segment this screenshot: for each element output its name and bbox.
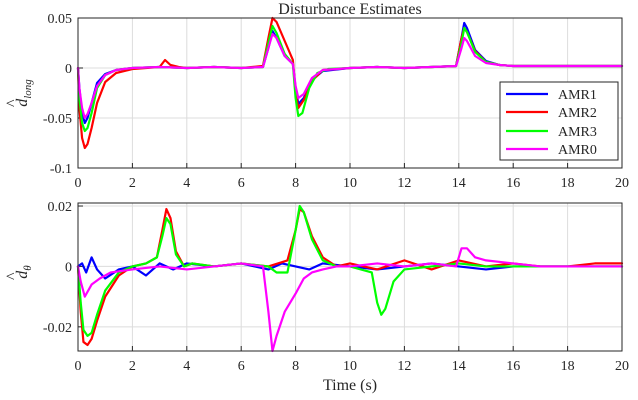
x-tick-label: 18 — [561, 176, 575, 191]
x-tick-label: 6 — [238, 359, 245, 374]
axes-border-top — [77, 17, 623, 169]
legend-label-amr2: AMR2 — [558, 106, 597, 121]
chart-title: Disturbance Estimates — [278, 1, 422, 18]
x-tick-label: 10 — [343, 359, 357, 374]
y-tick-label: 0 — [65, 260, 72, 275]
y-axis-label-sub-bottom: θ — [22, 265, 34, 271]
x-tick-label: 18 — [561, 359, 575, 374]
x-tick-label: 16 — [506, 359, 520, 374]
x-tick-label: 8 — [292, 176, 299, 191]
legend-label-amr3: AMR3 — [558, 125, 597, 140]
panel-heading: 0 2 4 6 8 10 12 14 16 18 20 -0.02 0 0.02 dθ ^ Time (… — [4, 200, 629, 394]
svg-text:dlong: dlong — [14, 79, 34, 107]
x-tick-label: 20 — [615, 176, 629, 191]
hat-accent-top: ^ — [4, 99, 21, 107]
x-tick-label: 6 — [238, 176, 245, 191]
x-axis-label: Time (s) — [323, 377, 377, 394]
x-tick-label: 4 — [183, 359, 190, 374]
x-tick-label: 2 — [129, 176, 136, 191]
x-tick-label: 0 — [75, 359, 82, 374]
x-tick-label: 14 — [452, 359, 466, 374]
series-line-amr0-top — [76, 32, 624, 120]
axes-border-bottom — [77, 202, 623, 352]
y-tick-label: -0.05 — [43, 112, 72, 127]
y-tick-label: -0.1 — [50, 162, 72, 177]
svg-text:dθ: dθ — [14, 265, 34, 279]
y-axis-label-main-bottom: d — [14, 270, 31, 279]
y-axis-label-bottom: dθ ^ — [4, 265, 34, 280]
x-tick-label: 8 — [292, 359, 299, 374]
x-tick-label: 12 — [397, 359, 411, 374]
x-tick-label: 10 — [343, 176, 357, 191]
y-tick-label: 0 — [65, 62, 72, 77]
legend: AMR1 AMR2 AMR3 AMR0 — [499, 81, 619, 161]
legend-label-amr1: AMR1 — [558, 88, 597, 103]
hat-accent-bottom: ^ — [4, 272, 21, 280]
x-tick-label: 4 — [183, 176, 190, 191]
y-axis-label-sub-top: long — [22, 79, 34, 99]
y-tick-label: -0.02 — [43, 321, 72, 336]
x-tick-label: 16 — [506, 176, 520, 191]
legend-label-amr0: AMR0 — [558, 143, 597, 158]
x-tick-label: 14 — [452, 176, 466, 191]
y-axis-label-top: dlong ^ — [4, 79, 34, 107]
y-tick-label: 0.05 — [48, 12, 73, 27]
x-tick-label: 2 — [129, 359, 136, 374]
x-tick-label: 12 — [397, 176, 411, 191]
x-tick-label: 20 — [615, 359, 629, 374]
y-tick-label: 0.02 — [48, 200, 73, 215]
y-axis-label-main-top: d — [14, 98, 31, 107]
panel-longitudinal: 0 2 4 6 8 10 12 14 16 18 20 -0.1 -0.05 0 0.05 Disturb… — [4, 1, 629, 191]
series-line-amr3-bottom — [76, 204, 624, 337]
series-line-amr0-bottom — [76, 247, 624, 353]
x-tick-label: 0 — [75, 176, 82, 191]
